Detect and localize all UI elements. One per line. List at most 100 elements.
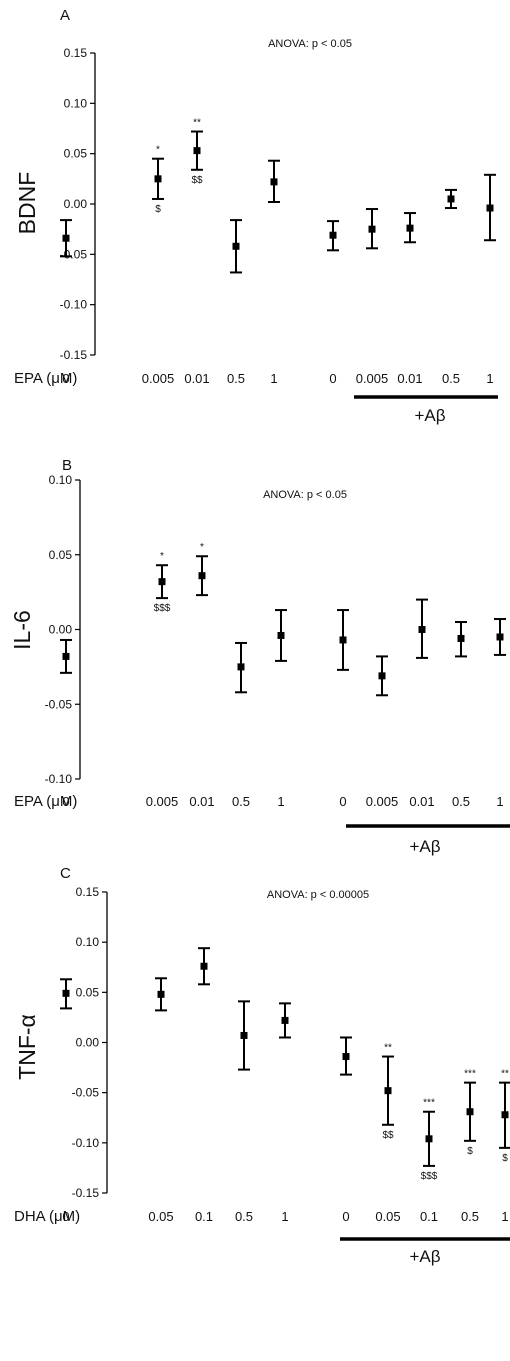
anova-annotation: ANOVA: p < 0.00005 — [267, 889, 369, 901]
data-point — [237, 663, 245, 671]
x-tick-label: 0.1 — [420, 1209, 438, 1224]
x-tick-label: 0.01 — [184, 371, 209, 386]
y-tick-label: -0.05 — [45, 697, 73, 711]
x-axis-label: DHA (μM) — [14, 1208, 80, 1225]
data-point — [425, 1135, 433, 1143]
x-tick-label: 0.5 — [452, 794, 470, 809]
x-tick-label: 1 — [277, 794, 284, 809]
data-point — [384, 1087, 392, 1095]
significance-star: *** — [423, 1098, 435, 1109]
data-point — [232, 242, 240, 250]
x-tick-label: 1 — [270, 371, 277, 386]
anova-annotation: ANOVA: p < 0.05 — [263, 489, 347, 501]
significance-star: * — [156, 145, 160, 156]
x-tick-label: 0.1 — [195, 1209, 213, 1224]
x-tick-label: 0 — [62, 371, 69, 386]
anova-annotation: ANOVA: p < 0.05 — [268, 38, 352, 50]
x-tick-label: 0 — [339, 794, 346, 809]
x-axis-label: EPA (μM) — [14, 370, 77, 387]
y-tick-label: 0.15 — [76, 885, 100, 899]
significance-star: ** — [501, 1069, 509, 1080]
data-point — [368, 225, 376, 233]
data-point — [342, 1053, 350, 1061]
y-tick-label: 0.10 — [49, 473, 73, 487]
data-point — [447, 195, 455, 203]
abeta-group-label: +Aβ — [409, 1247, 440, 1266]
y-tick-label: 0.10 — [76, 935, 100, 949]
y-tick-label: 0.00 — [49, 623, 73, 637]
significance-dollar: $ — [502, 1153, 508, 1164]
x-axis-label: EPA (μM) — [14, 793, 77, 810]
panel-label: C — [60, 865, 71, 882]
panel-label: A — [60, 7, 70, 24]
significance-star: * — [200, 542, 204, 553]
x-tick-label: 0.01 — [409, 794, 434, 809]
y-tick-label: 0.05 — [64, 147, 88, 161]
y-axis-label: TNF-α — [14, 1014, 40, 1080]
data-point — [158, 578, 166, 586]
significance-dollar: $$$ — [421, 1171, 438, 1182]
y-tick-label: -0.15 — [72, 1186, 100, 1200]
data-point — [62, 652, 70, 660]
abeta-group-label: +Aβ — [414, 406, 445, 425]
data-point — [501, 1111, 509, 1119]
data-point — [339, 636, 347, 644]
x-tick-label: 0 — [329, 371, 336, 386]
significance-dollar: $$ — [191, 175, 203, 186]
x-tick-label: 0.01 — [397, 371, 422, 386]
data-point — [200, 962, 208, 970]
y-axis-label: IL-6 — [9, 610, 35, 650]
data-point — [240, 1031, 248, 1039]
significance-dollar: $$$ — [154, 603, 171, 614]
significance-dollar: $ — [467, 1146, 473, 1157]
x-tick-label: 0 — [342, 1209, 349, 1224]
data-point — [193, 147, 201, 155]
y-axis-label: BDNF — [14, 172, 40, 235]
y-tick-label: 0.15 — [64, 46, 88, 60]
significance-star: *** — [464, 1069, 476, 1080]
significance-star: ** — [193, 118, 201, 129]
data-point — [157, 990, 165, 998]
x-tick-label: 1 — [281, 1209, 288, 1224]
x-tick-label: 0.5 — [232, 794, 250, 809]
data-point — [270, 178, 278, 186]
significance-dollar: $ — [155, 204, 161, 215]
x-tick-label: 0 — [62, 794, 69, 809]
x-tick-label: 0.5 — [227, 371, 245, 386]
data-point — [329, 231, 337, 239]
significance-dollar: $$ — [382, 1130, 394, 1141]
x-tick-label: 1 — [496, 794, 503, 809]
data-point — [154, 175, 162, 183]
y-tick-label: -0.15 — [60, 348, 88, 362]
y-tick-label: -0.05 — [72, 1086, 100, 1100]
x-tick-label: 0.5 — [442, 371, 460, 386]
data-point — [277, 631, 285, 639]
data-point — [406, 224, 414, 232]
abeta-group-label: +Aβ — [409, 837, 440, 856]
data-point — [486, 204, 494, 212]
y-tick-label: 0.00 — [76, 1036, 100, 1050]
y-tick-label: -0.10 — [60, 298, 88, 312]
data-point — [418, 626, 426, 633]
x-tick-label: 0.005 — [356, 371, 389, 386]
x-tick-label: 0.05 — [375, 1209, 400, 1224]
data-point — [378, 672, 386, 680]
y-tick-label: -0.10 — [45, 772, 73, 786]
x-tick-label: 1 — [501, 1209, 508, 1224]
x-tick-label: 0.005 — [366, 794, 399, 809]
x-tick-label: 0.005 — [142, 371, 175, 386]
data-point — [198, 572, 206, 580]
x-tick-label: 1 — [486, 371, 493, 386]
x-tick-label: 0.05 — [148, 1209, 173, 1224]
y-tick-label: 0.10 — [64, 96, 88, 110]
data-point — [62, 234, 70, 242]
y-tick-label: 0.05 — [76, 985, 100, 999]
data-point — [281, 1016, 289, 1024]
data-point — [496, 633, 504, 641]
data-point — [62, 989, 70, 997]
significance-star: * — [160, 551, 164, 562]
significance-star: ** — [384, 1043, 392, 1054]
panel-label: B — [62, 457, 72, 474]
